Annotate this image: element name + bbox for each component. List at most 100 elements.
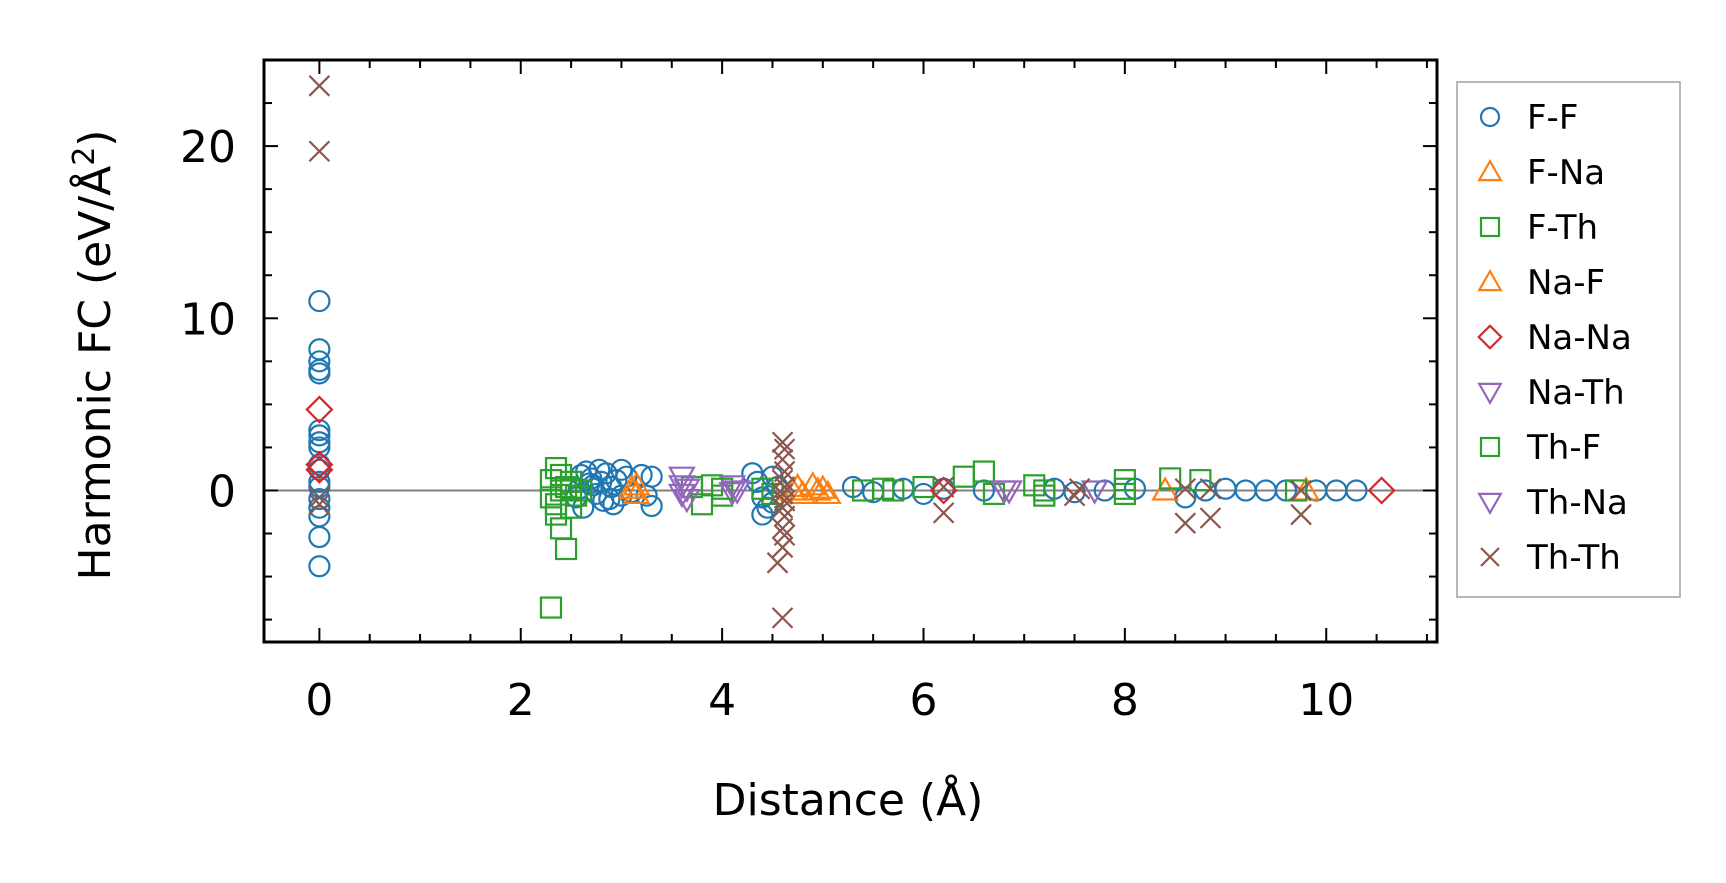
plot-frame bbox=[262, 58, 1439, 644]
data-point bbox=[667, 483, 696, 509]
data-point bbox=[308, 486, 331, 509]
legend-item-Na-F: Na-F bbox=[1477, 263, 1605, 303]
legend-label: Th-F bbox=[1526, 428, 1601, 468]
data-point bbox=[308, 458, 331, 481]
series-Th-Na bbox=[672, 478, 1023, 505]
legend-label: F-Th bbox=[1527, 208, 1598, 248]
data-point bbox=[803, 476, 832, 501]
legend-marker bbox=[1477, 268, 1503, 292]
data-point bbox=[882, 479, 905, 502]
data-point bbox=[588, 458, 611, 481]
x-tick-label: 10 bbox=[1298, 675, 1354, 726]
data-point bbox=[711, 477, 734, 500]
y-axis-label-close: ) bbox=[70, 130, 121, 147]
data-point bbox=[308, 555, 331, 578]
data-point bbox=[1290, 503, 1312, 526]
legend-marker bbox=[1479, 436, 1501, 458]
data-points bbox=[305, 75, 1396, 629]
y-axis-label-superscript: 2 bbox=[67, 147, 102, 166]
data-point bbox=[559, 477, 583, 500]
data-point bbox=[308, 525, 331, 549]
data-point bbox=[972, 460, 996, 483]
legend-marker bbox=[1477, 492, 1503, 516]
data-point bbox=[672, 488, 701, 514]
legend-label: Na-Th bbox=[1527, 373, 1625, 413]
data-point bbox=[1290, 479, 1312, 502]
series-Th-F bbox=[549, 477, 1136, 502]
data-point bbox=[771, 496, 794, 519]
data-point bbox=[1174, 512, 1197, 534]
data-point bbox=[718, 475, 747, 500]
data-point bbox=[544, 503, 568, 526]
series-Na-Na bbox=[305, 395, 1396, 505]
data-point bbox=[773, 490, 796, 512]
y-tick-label: 0 bbox=[208, 466, 236, 517]
data-point bbox=[1189, 469, 1212, 492]
legend-item-Na-Na: Na-Na bbox=[1477, 318, 1632, 358]
data-point bbox=[667, 466, 696, 491]
data-point bbox=[1033, 479, 1056, 502]
data-point bbox=[1113, 477, 1136, 500]
data-point bbox=[929, 476, 958, 505]
x-tick-label: 8 bbox=[1111, 675, 1139, 726]
data-point bbox=[308, 453, 331, 476]
legend-item-Th-F: Th-F bbox=[1479, 428, 1601, 468]
data-point bbox=[308, 350, 331, 373]
data-point bbox=[952, 465, 975, 488]
x-tick-label: 2 bbox=[507, 675, 535, 726]
data-point bbox=[622, 479, 651, 505]
legend-label: F-F bbox=[1527, 98, 1578, 138]
data-point bbox=[1367, 476, 1396, 505]
data-point bbox=[771, 536, 794, 559]
data-point bbox=[308, 493, 331, 516]
series-F-F bbox=[308, 289, 1368, 578]
legend-item-F-Na: F-Na bbox=[1477, 153, 1605, 193]
data-point bbox=[808, 474, 837, 499]
data-point bbox=[771, 431, 794, 454]
x-tick-label: 0 bbox=[305, 675, 333, 726]
data-point bbox=[995, 480, 1023, 505]
data-point bbox=[305, 395, 334, 424]
data-point bbox=[932, 476, 955, 498]
data-point bbox=[723, 480, 752, 505]
data-point bbox=[602, 493, 625, 516]
data-point bbox=[932, 502, 955, 524]
data-point bbox=[308, 140, 331, 163]
legend-label: Na-F bbox=[1527, 263, 1605, 303]
data-point bbox=[544, 456, 568, 480]
data-point bbox=[1199, 477, 1222, 500]
data-point bbox=[605, 469, 628, 492]
legend-item-F-Th: F-Th bbox=[1479, 208, 1598, 248]
data-point bbox=[1159, 467, 1182, 490]
legend-item-Na-Th: Na-Th bbox=[1477, 373, 1625, 413]
legend-items: F-F F-Na F-Th Na-F Na-Na Na-Th Th-F Th-Na Th-Th bbox=[1477, 98, 1632, 578]
data-point bbox=[305, 450, 334, 479]
data-point bbox=[554, 537, 578, 561]
legend-label: Th-Na bbox=[1526, 483, 1628, 523]
data-point bbox=[640, 494, 663, 518]
data-point bbox=[771, 517, 794, 540]
data-point bbox=[539, 596, 563, 619]
y-axis-label: Harmonic FC (eV/Å2) bbox=[67, 130, 121, 581]
data-point bbox=[766, 552, 789, 574]
x-axis-label: Distance (Å) bbox=[713, 773, 984, 826]
data-point bbox=[1199, 507, 1222, 529]
data-point bbox=[771, 607, 794, 629]
ticks bbox=[264, 59, 1437, 642]
legend-label: Th-Th bbox=[1526, 538, 1621, 578]
data-point bbox=[610, 458, 633, 481]
data-point bbox=[1174, 477, 1197, 500]
data-point bbox=[1080, 480, 1109, 505]
series-Th-Th bbox=[308, 75, 1312, 629]
data-point bbox=[598, 487, 621, 511]
data-point bbox=[549, 517, 573, 540]
data-point bbox=[308, 470, 331, 493]
legend-marker bbox=[1477, 324, 1503, 350]
legend-label: Na-Na bbox=[1527, 318, 1632, 358]
data-point bbox=[308, 424, 331, 447]
data-point bbox=[912, 482, 935, 506]
data-point bbox=[308, 487, 331, 511]
x-tick-label: 6 bbox=[909, 675, 937, 726]
y-tick-label: 20 bbox=[180, 122, 236, 173]
